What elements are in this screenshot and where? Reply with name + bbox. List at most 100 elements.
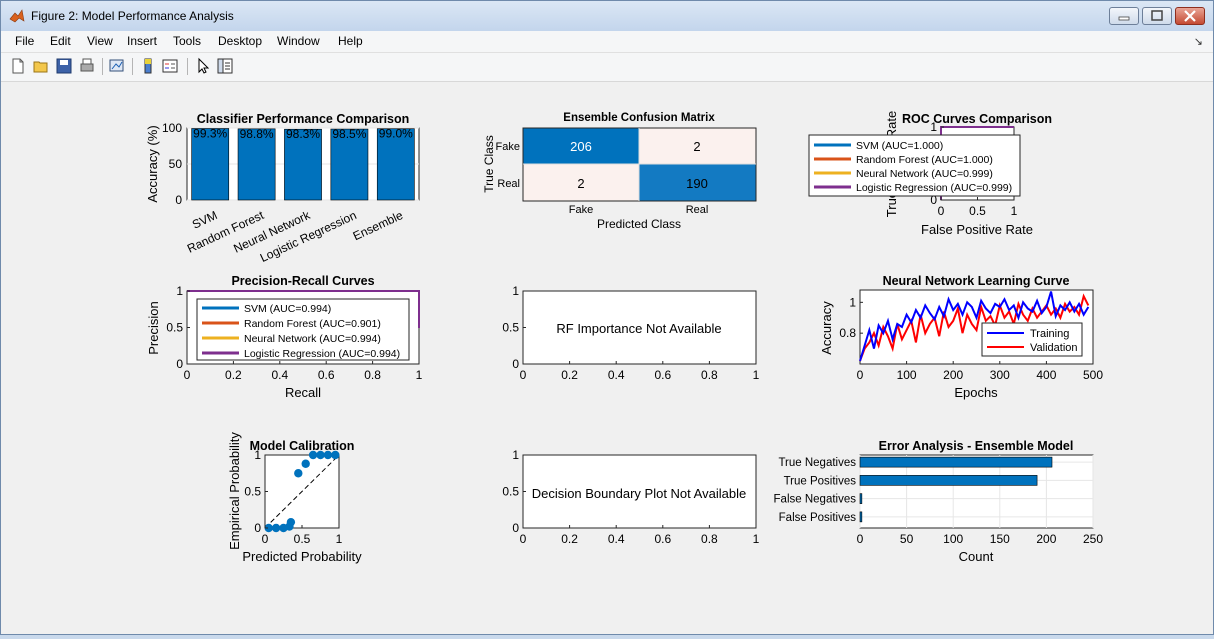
roc-legend-entry: SVM (AUC=1.000) — [856, 140, 943, 152]
learning-ylabel: Accuracy — [819, 301, 834, 355]
cm-cell-fake-real[interactable] — [639, 128, 756, 164]
learning-xtick: 100 — [897, 368, 917, 382]
calibration-point[interactable] — [294, 469, 303, 478]
window-title: Figure 2: Model Performance Analysis — [31, 9, 234, 23]
decision-ytick: 0 — [512, 521, 519, 535]
toolbar — [1, 53, 1213, 82]
menu-view[interactable]: View — [87, 34, 113, 48]
menu-file[interactable]: File — [15, 34, 35, 48]
pr-ytick: 0.5 — [166, 321, 183, 335]
rf-axes[interactable] — [522, 290, 757, 365]
calibration-point[interactable] — [271, 523, 281, 533]
decision-axes[interactable] — [522, 454, 757, 529]
pr-legend[interactable]: SVM (AUC=0.994) Random Forest (AUC=0.901)… — [196, 298, 410, 361]
calibration-xlabel: Predicted Probability — [242, 549, 362, 564]
calibration-point[interactable] — [308, 450, 318, 460]
maximize-button[interactable] — [1142, 7, 1172, 25]
roc-legend[interactable]: SVM (AUC=1.000) Random Forest (AUC=1.000)… — [808, 134, 1021, 197]
accuracy-value-label: 98.3% — [286, 127, 320, 141]
roc-legend-entry: Neural Network (AUC=0.999) — [856, 168, 993, 180]
accuracy-value-label: 99.0% — [379, 127, 413, 141]
cm-cell-real-real[interactable] — [639, 164, 756, 201]
new-figure-icon[interactable] — [9, 57, 27, 75]
pointer-icon[interactable] — [194, 57, 212, 75]
menu-desktop[interactable]: Desktop — [218, 34, 263, 48]
toolbar-separator — [102, 58, 103, 75]
confusion-chart: 206 2 2 190 Fake Real Fake Real Ensemble… — [482, 112, 757, 231]
roc-legend-entry: Random Forest (AUC=1.000) — [856, 154, 993, 166]
open-file-icon[interactable] — [32, 57, 50, 75]
roc-xtick: 1 — [1011, 204, 1018, 218]
calibration-ytick: 1 — [254, 448, 261, 462]
cm-cell-real-fake[interactable] — [523, 164, 639, 201]
insert-colorbar-icon[interactable] — [139, 57, 157, 75]
rf-xtick: 0.4 — [608, 368, 625, 382]
accuracy-ytick: 0 — [175, 193, 182, 207]
cm-ytick: Fake — [496, 141, 520, 153]
accuracy-bar[interactable] — [237, 128, 276, 201]
menu-insert[interactable]: Insert — [127, 34, 158, 48]
pr-xtick: 0.4 — [271, 368, 288, 382]
error-bar[interactable] — [859, 511, 863, 523]
calibration-diagonal — [264, 454, 340, 529]
figure-canvas: 0 50 100 SVM Random Forest Neural Network Log… — [1, 83, 1213, 634]
insert-legend-icon[interactable] — [161, 57, 179, 75]
rf-ticks: 0 0.2 0.4 0.6 0.8 1 0 0.5 1 — [502, 284, 759, 382]
close-button[interactable] — [1175, 7, 1205, 25]
close-icon — [1184, 10, 1196, 22]
accuracy-bar[interactable] — [330, 128, 369, 201]
accuracy-bar[interactable] — [284, 128, 322, 201]
calibration-point[interactable] — [331, 450, 340, 460]
pr-ylabel: Precision — [146, 301, 161, 354]
error-ticks: 0 50 100 150 200 250 True Negatives True Positi… — [774, 457, 1104, 546]
link-plot-icon[interactable] — [108, 57, 126, 75]
calibration-point[interactable] — [301, 459, 310, 468]
menu-window[interactable]: Window — [277, 34, 320, 48]
menu-overflow-icon[interactable]: ↘ — [1193, 36, 1203, 48]
print-icon[interactable] — [78, 57, 96, 75]
calibration-point[interactable] — [286, 517, 296, 527]
learning-ticks: 0 100 200 300 400 500 0.8 1 — [839, 295, 1103, 382]
error-bar[interactable] — [859, 493, 863, 504]
menu-edit[interactable]: Edit — [50, 34, 71, 48]
accuracy-value-label: 98.5% — [332, 127, 366, 141]
error-xtick: 0 — [857, 532, 864, 546]
save-icon[interactable] — [55, 57, 73, 75]
accuracy-yticks: 0 50 100 — [162, 121, 182, 207]
cm-xlabel: Predicted Class — [597, 217, 681, 231]
calibration-point[interactable] — [264, 523, 273, 533]
accuracy-bar[interactable] — [376, 128, 415, 201]
pr-xlabel: Recall — [285, 385, 321, 400]
accuracy-bar[interactable] — [191, 128, 230, 201]
error-bar[interactable] — [859, 456, 1053, 468]
title-bar[interactable]: Figure 2: Model Performance Analysis — [1, 1, 1213, 32]
decision-xtick: 0 — [520, 532, 527, 546]
cm-xtick: Real — [686, 204, 709, 216]
cm-xtick: Fake — [569, 204, 593, 216]
calibration-point[interactable] — [316, 450, 325, 460]
menu-tools[interactable]: Tools — [173, 34, 202, 48]
property-editor-icon[interactable] — [216, 57, 234, 75]
menu-help[interactable]: Help — [338, 34, 363, 48]
accuracy-value-label: 98.8% — [240, 127, 274, 141]
cm-value: 2 — [693, 139, 700, 154]
rf-message: RF Importance Not Available — [556, 321, 721, 336]
learning-ytick: 0.8 — [839, 326, 856, 340]
calibration-points — [264, 450, 340, 533]
toolbar-separator — [187, 58, 188, 75]
calibration-point[interactable] — [323, 450, 333, 460]
pr-chart: 0 0.2 0.4 0.6 0.8 1 0 0.5 1 Precision-Recall Cur… — [146, 274, 423, 400]
cm-cell-fake-fake[interactable] — [523, 128, 639, 164]
rf-ytick: 1 — [512, 284, 519, 298]
cm-value: 206 — [570, 139, 592, 154]
minimize-button[interactable] — [1109, 7, 1139, 25]
error-xtick: 200 — [1036, 532, 1056, 546]
error-ytick: True Negatives — [778, 457, 856, 469]
error-bar[interactable] — [859, 475, 1038, 486]
learning-legend[interactable]: Training Validation — [981, 322, 1083, 357]
error-title: Error Analysis - Ensemble Model — [879, 439, 1074, 453]
error-ytick: True Positives — [784, 475, 857, 487]
rf-xtick: 0.6 — [654, 368, 671, 382]
